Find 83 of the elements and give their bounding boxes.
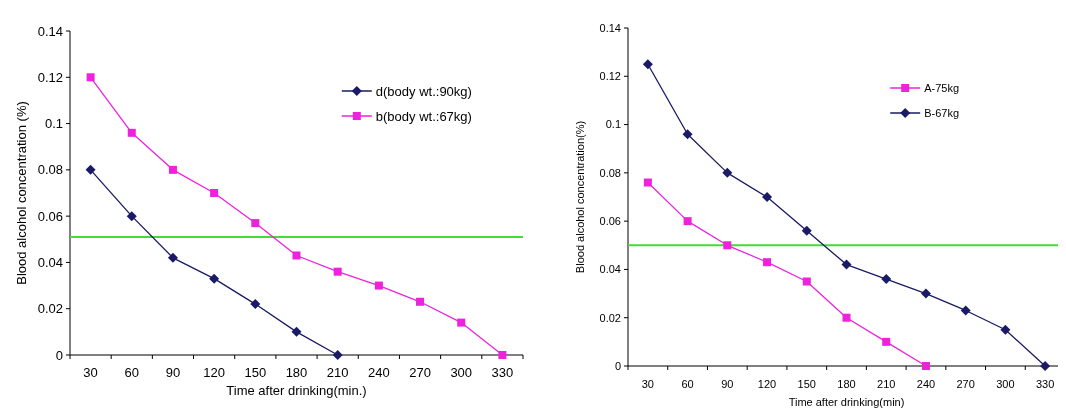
legend-label: d(body wt.:90kg) bbox=[375, 83, 472, 99]
y-tick-label: 0.02 bbox=[599, 311, 621, 324]
point bbox=[209, 273, 220, 284]
point bbox=[291, 326, 302, 337]
x-tick-label: 150 bbox=[797, 378, 816, 390]
x-tick-label: 210 bbox=[877, 378, 896, 390]
y-axis-title: Blood alcohol concentration(%) bbox=[574, 120, 586, 274]
y-tick-label: 0.12 bbox=[599, 70, 621, 83]
x-tick-label: 300 bbox=[996, 378, 1015, 390]
point bbox=[251, 219, 260, 228]
x-tick-label: 270 bbox=[409, 365, 431, 380]
y-tick-label: 0 bbox=[55, 347, 63, 363]
x-tick-label: 60 bbox=[681, 378, 694, 390]
x-tick-label: 150 bbox=[244, 365, 267, 380]
x-axis-title: Time after drinking(min) bbox=[788, 396, 905, 408]
point bbox=[643, 178, 652, 187]
point bbox=[642, 59, 653, 70]
y-axis-title: Blood alcohol concentration (%) bbox=[14, 101, 29, 285]
point bbox=[920, 288, 931, 299]
y-tick-label: 0 bbox=[614, 359, 621, 372]
point bbox=[762, 192, 773, 202]
y-tick-label: 0.1 bbox=[605, 118, 621, 131]
point bbox=[168, 165, 177, 174]
y-tick-label: 0.02 bbox=[37, 301, 63, 317]
x-tick-label: 30 bbox=[641, 378, 654, 390]
x-tick-label: 30 bbox=[83, 365, 98, 380]
point bbox=[722, 167, 733, 178]
point bbox=[841, 259, 852, 270]
y-tick-label: 0.14 bbox=[37, 23, 63, 39]
y-tick-label: 0.06 bbox=[599, 214, 621, 227]
point bbox=[682, 129, 693, 140]
point bbox=[921, 362, 930, 370]
point bbox=[683, 217, 692, 226]
point bbox=[882, 337, 891, 346]
x-tick-label: 330 bbox=[1035, 378, 1055, 390]
point bbox=[1040, 361, 1051, 371]
y-tick-label: 0.08 bbox=[599, 166, 621, 179]
point bbox=[842, 313, 851, 322]
point bbox=[292, 251, 301, 260]
point bbox=[210, 189, 219, 197]
point bbox=[333, 267, 342, 276]
y-tick-label: 0.04 bbox=[37, 254, 63, 270]
point bbox=[250, 299, 261, 310]
y-tick-label: 0.14 bbox=[599, 21, 621, 34]
y-tick-label: 0.04 bbox=[599, 263, 621, 276]
x-tick-label: 120 bbox=[757, 378, 777, 390]
point bbox=[1000, 324, 1011, 335]
point bbox=[126, 211, 137, 222]
x-tick-label: 60 bbox=[124, 365, 140, 380]
point bbox=[374, 281, 383, 290]
point bbox=[457, 318, 466, 327]
x-tick-label: 180 bbox=[837, 378, 856, 390]
point bbox=[723, 241, 732, 250]
x-tick-label: 180 bbox=[285, 365, 308, 380]
x-tick-label: 240 bbox=[368, 365, 390, 380]
x-tick-label: 330 bbox=[491, 365, 514, 380]
x-tick-label: 300 bbox=[450, 365, 473, 380]
y-tick-label: 0.08 bbox=[37, 162, 63, 178]
point bbox=[802, 277, 811, 286]
point bbox=[332, 350, 343, 360]
point bbox=[416, 297, 425, 306]
legend-label: A-75kg bbox=[924, 81, 960, 94]
legend-label: B-67kg bbox=[924, 106, 960, 119]
point bbox=[85, 164, 96, 175]
y-tick-label: 0.1 bbox=[44, 116, 63, 132]
point bbox=[86, 73, 95, 82]
x-tick-label: 90 bbox=[721, 378, 734, 390]
x-tick-label: 90 bbox=[165, 365, 181, 380]
point bbox=[167, 252, 178, 263]
point bbox=[127, 128, 136, 137]
x-tick-label: 240 bbox=[916, 378, 936, 390]
x-tick-label: 210 bbox=[326, 365, 349, 380]
point bbox=[763, 258, 772, 267]
legend-label: b(body wt.:67kg) bbox=[375, 108, 472, 124]
point bbox=[960, 305, 971, 316]
x-axis-title: Time after drinking(min.) bbox=[226, 383, 367, 398]
point bbox=[498, 351, 507, 359]
x-tick-label: 270 bbox=[956, 378, 975, 390]
y-tick-label: 0.06 bbox=[37, 208, 63, 224]
point bbox=[881, 274, 892, 285]
point bbox=[801, 225, 812, 236]
x-tick-label: 120 bbox=[203, 365, 225, 380]
y-tick-label: 0.12 bbox=[37, 69, 63, 85]
